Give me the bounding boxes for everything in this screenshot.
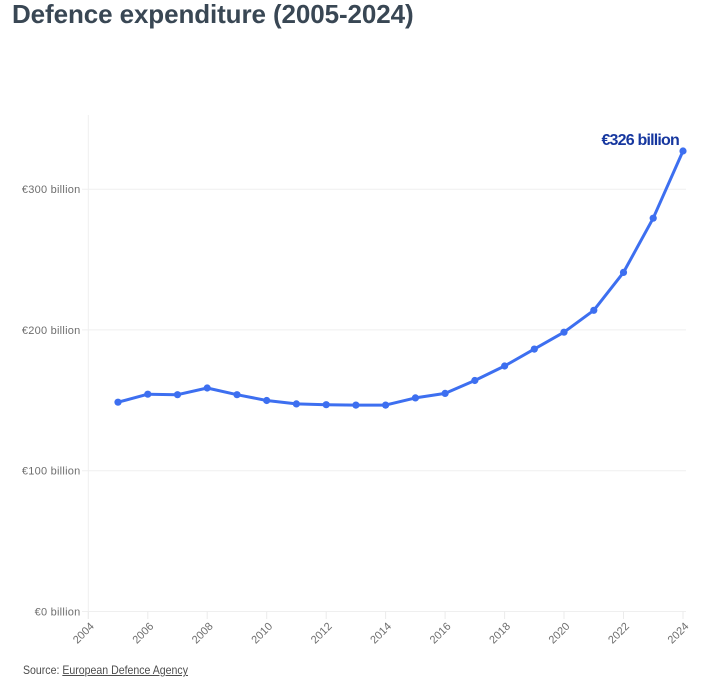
svg-text:2012: 2012 [309,621,335,647]
svg-text:2020: 2020 [547,621,573,647]
svg-text:2010: 2010 [249,621,275,647]
svg-text:2018: 2018 [487,621,513,647]
svg-text:€200 billion: €200 billion [22,325,81,337]
svg-text:€100 billion: €100 billion [22,466,81,478]
svg-text:2016: 2016 [428,621,454,647]
svg-text:2008: 2008 [190,621,216,647]
svg-text:2004: 2004 [71,621,97,647]
svg-text:2022: 2022 [606,621,632,647]
svg-text:2014: 2014 [368,621,394,647]
svg-text:€326 billion: €326 billion [601,132,679,149]
svg-text:€0 billion: €0 billion [35,607,81,619]
svg-text:2024: 2024 [666,621,692,647]
svg-text:2006: 2006 [130,621,156,647]
svg-text:€300 billion: €300 billion [22,184,81,196]
